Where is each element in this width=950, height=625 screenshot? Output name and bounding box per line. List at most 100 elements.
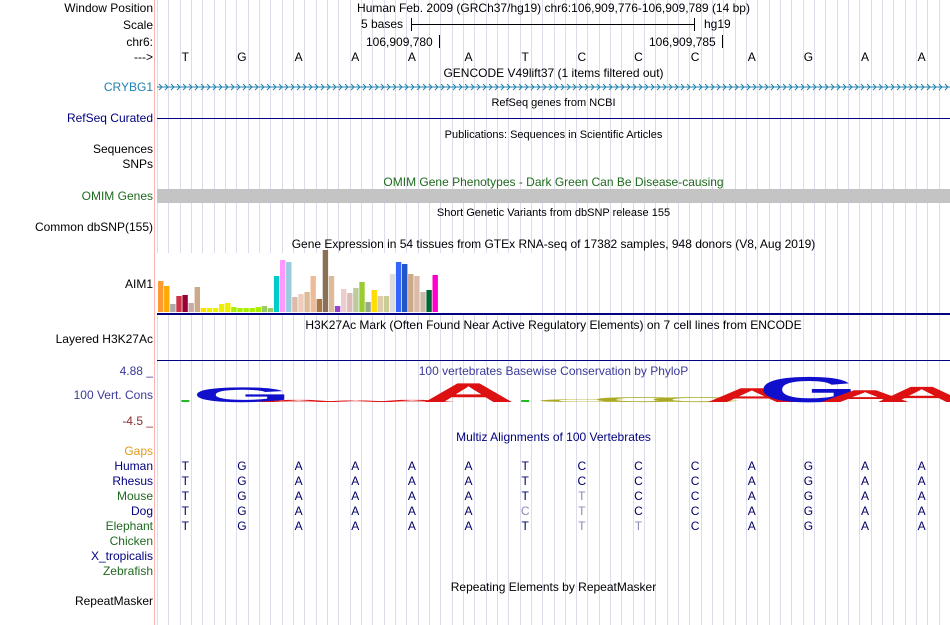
gtex-tissue-bar[interactable] [212,308,219,312]
gtex-tissue-bar[interactable] [395,262,402,312]
strand-chevron [284,83,289,91]
multiz-base: G [803,489,814,503]
repeatmasker-track-label[interactable]: RepeatMasker [74,594,153,608]
gencode-track-title: GENCODE V49lift37 (1 items filtered out) [443,66,664,80]
multiz-species-label[interactable]: Human [114,459,153,473]
gtex-tissue-bar[interactable] [176,296,182,312]
strand-chevron [260,83,265,91]
multiz-base: A [747,504,756,518]
gtex-expression-chart[interactable] [157,250,557,314]
multiz-base: C [690,504,700,518]
gtex-tissue-bar[interactable] [237,308,243,312]
gtex-tissue-bar[interactable] [188,303,194,312]
strand-chevron [230,83,235,91]
multiz-species-label[interactable]: Mouse [116,489,153,503]
gtex-tissue-bar[interactable] [389,274,396,312]
strand-chevron [632,83,637,91]
gtex-tissue-bar[interactable] [328,276,335,312]
multiz-species-label[interactable]: Elephant [105,519,153,533]
multiz-base: C [634,459,643,473]
strand-chevron [656,83,661,91]
omim-feature-bar[interactable] [157,189,950,203]
gtex-tissue-bar[interactable] [359,282,365,312]
gtex-tissue-bar[interactable] [261,306,268,312]
multiz-base: A [747,459,756,473]
gtex-tissue-bar[interactable] [225,303,231,312]
gtex-tissue-bar[interactable] [280,260,286,312]
multiz-species-label[interactable]: Zebrafish [102,564,153,578]
gtex-tissue-bar[interactable] [206,308,213,312]
gtex-tissue-bar[interactable] [383,296,390,312]
strand-chevron [692,83,697,91]
gtex-tissue-bar[interactable] [310,276,316,312]
gencode-track-label[interactable]: CRYBG1 [103,80,153,94]
multiz-base: T [181,519,189,533]
h3k27ac-track-label[interactable]: Layered H3K27Ac [55,332,153,346]
phylop-letter: A [705,384,798,406]
gtex-tissue-bar[interactable] [420,292,426,312]
gtex-track-label[interactable]: AIM1 [124,277,153,291]
gtex-tissue-bar[interactable] [414,276,420,312]
publications-label-sequences[interactable]: Sequences [92,142,153,156]
gtex-tissue-bar[interactable] [365,302,371,312]
multiz-species-label[interactable]: Chicken [109,534,153,548]
strand-arrow-label: ---> [134,50,153,64]
gtex-tissue-bar[interactable] [371,290,377,312]
multiz-base: C [690,519,700,533]
gtex-tissue-bar[interactable] [249,308,255,312]
dbsnp-track-label[interactable]: Common dbSNP(155) [34,220,153,234]
omim-track-label[interactable]: OMIM Genes [81,189,153,203]
gtex-tissue-bar[interactable] [158,281,164,312]
gtex-tissue-bar[interactable] [341,289,347,312]
gtex-tissue-bar[interactable] [432,275,438,312]
gtex-gene-line[interactable] [157,313,950,315]
gtex-tissue-bar[interactable] [286,262,292,312]
multiz-species-label[interactable]: Dog [130,504,153,518]
dna-base: A [351,50,360,64]
refseq-gene-line[interactable] [157,118,950,119]
gtex-tissue-bar[interactable] [304,292,310,312]
multiz-species-label[interactable]: Rhesus [112,474,153,488]
strand-chevron [518,83,523,91]
strand-chevron [362,83,367,91]
gtex-tissue-bar[interactable] [267,308,274,312]
gtex-tissue-bar[interactable] [231,307,237,312]
multiz-base: G [237,489,247,503]
gtex-tissue-bar[interactable] [334,306,341,312]
gtex-tissue-bar[interactable] [219,304,225,312]
multiz-base: T [521,489,529,503]
gtex-tissue-bar[interactable] [182,295,188,312]
gtex-tissue-bar[interactable] [164,286,170,312]
gtex-tissue-bar[interactable] [243,308,249,312]
multiz-base: C [690,459,700,473]
gtex-tissue-bar[interactable] [353,288,359,312]
multiz-gaps-label[interactable]: Gaps [124,444,153,458]
gtex-tissue-bar[interactable] [273,276,280,312]
gtex-tissue-bar[interactable] [200,308,207,312]
gtex-tissue-bar[interactable] [292,297,298,312]
strand-chevron [194,83,199,91]
strand-chevron [308,83,313,91]
gtex-tissue-bar[interactable] [322,250,329,312]
strand-chevron [296,83,301,91]
phylop-logo[interactable]: GAAAACCCAGAA [157,376,950,408]
refseq-track-label[interactable]: RefSeq Curated [66,111,153,125]
gtex-tissue-bar[interactable] [316,299,322,312]
repeatmasker-track-title: Repeating Elements by RepeatMasker [450,580,657,594]
gtex-tissue-bar[interactable] [408,274,414,312]
gtex-tissue-bar[interactable] [426,290,432,312]
gtex-tissue-bar[interactable] [347,293,353,312]
gtex-tissue-bar[interactable] [377,296,383,312]
crybg1-gene-feature[interactable] [157,81,950,93]
gtex-tissue-bar[interactable] [255,307,261,312]
gtex-tissue-bar[interactable] [170,304,176,312]
strand-chevron [266,83,271,91]
multiz-base: G [803,474,814,488]
strand-chevron [428,83,433,91]
phylop-track-label[interactable]: 100 Vert. Cons [73,388,153,402]
multiz-species-label[interactable]: X_tropicalis [90,549,153,563]
publications-label-snps[interactable]: SNPs [122,157,153,171]
gtex-tissue-bar[interactable] [298,294,304,312]
gtex-tissue-bar[interactable] [194,287,200,312]
gtex-tissue-bar[interactable] [402,264,408,312]
